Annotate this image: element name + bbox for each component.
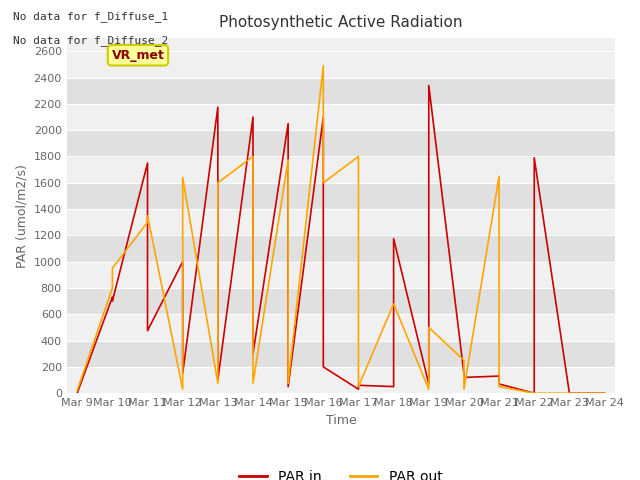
Text: VR_met: VR_met bbox=[111, 49, 164, 62]
Y-axis label: PAR (umol/m2/s): PAR (umol/m2/s) bbox=[15, 164, 28, 267]
Bar bbox=[67, 156, 615, 183]
Text: No data for f_Diffuse_2: No data for f_Diffuse_2 bbox=[13, 35, 168, 46]
Title: Photosynthetic Active Radiation: Photosynthetic Active Radiation bbox=[219, 15, 463, 30]
Bar bbox=[67, 209, 615, 235]
Bar bbox=[67, 235, 615, 262]
Bar bbox=[67, 288, 615, 314]
Bar bbox=[67, 341, 615, 367]
Bar bbox=[67, 367, 615, 393]
Bar bbox=[67, 51, 615, 78]
Bar bbox=[67, 78, 615, 104]
X-axis label: Time: Time bbox=[326, 414, 356, 427]
Bar bbox=[67, 262, 615, 288]
Bar bbox=[67, 130, 615, 156]
Bar bbox=[67, 183, 615, 209]
Bar bbox=[67, 38, 615, 51]
Bar bbox=[67, 314, 615, 341]
Bar bbox=[67, 104, 615, 130]
Legend: PAR in, PAR out: PAR in, PAR out bbox=[234, 464, 448, 480]
Text: No data for f_Diffuse_1: No data for f_Diffuse_1 bbox=[13, 11, 168, 22]
